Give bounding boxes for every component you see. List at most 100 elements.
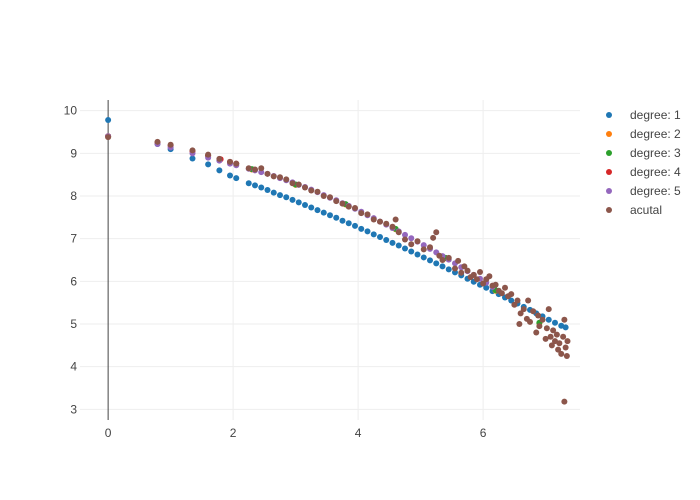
data-point	[562, 344, 569, 351]
data-point	[289, 180, 296, 187]
data-point	[445, 266, 452, 273]
data-point	[486, 273, 493, 280]
x-tick-label: 2	[230, 426, 237, 440]
data-point	[358, 225, 365, 232]
x-tick-label: 0	[105, 426, 112, 440]
data-point	[561, 398, 568, 405]
data-point	[252, 166, 258, 173]
data-point	[352, 204, 358, 211]
data-point	[452, 265, 458, 272]
data-point	[308, 204, 315, 211]
data-point	[436, 252, 443, 259]
data-point	[455, 257, 462, 264]
data-point	[561, 316, 568, 323]
data-point	[283, 194, 290, 201]
data-point	[514, 297, 521, 304]
legend-marker	[606, 112, 612, 118]
data-point	[264, 187, 271, 194]
y-tick-label: 6	[70, 274, 77, 288]
data-point	[289, 196, 296, 203]
x-tick-label: 4	[355, 426, 362, 440]
legend-label: acutal	[630, 203, 662, 217]
data-point	[517, 310, 524, 317]
legend-label: degree: 3	[630, 146, 681, 160]
legend-marker	[606, 169, 612, 175]
data-point	[408, 248, 415, 255]
y-tick-label: 7	[70, 232, 77, 246]
data-point	[320, 193, 327, 199]
legend-marker	[606, 150, 612, 156]
data-point	[433, 229, 440, 236]
data-point	[392, 216, 399, 223]
data-point	[370, 231, 377, 238]
data-point	[377, 218, 383, 225]
data-point	[433, 260, 440, 267]
data-point	[333, 214, 340, 221]
data-point	[502, 284, 508, 291]
legend-marker	[606, 207, 612, 213]
legend-marker	[606, 188, 612, 194]
data-point	[420, 242, 427, 249]
legend-item[interactable]: acutal	[606, 203, 662, 217]
data-point	[370, 216, 377, 223]
data-point	[327, 212, 333, 219]
legend-item[interactable]: degree: 4	[606, 165, 681, 179]
data-point	[560, 333, 567, 340]
data-point	[527, 318, 533, 325]
data-point	[539, 316, 546, 323]
data-point	[543, 325, 550, 332]
data-point	[339, 217, 346, 224]
data-point	[383, 220, 390, 227]
data-point	[105, 134, 112, 141]
data-point	[245, 180, 252, 187]
data-point	[264, 170, 271, 177]
data-point	[445, 254, 452, 261]
y-tick-label: 4	[70, 360, 77, 374]
data-point	[439, 263, 446, 270]
data-point	[227, 172, 233, 179]
legend-marker	[606, 131, 612, 137]
data-point	[562, 324, 569, 331]
data-point	[252, 182, 258, 189]
data-point	[533, 329, 540, 336]
data-point	[205, 151, 212, 158]
data-point	[314, 188, 321, 195]
data-point	[395, 242, 402, 249]
data-point	[525, 297, 532, 304]
data-point	[520, 306, 527, 313]
legend-item[interactable]: degree: 1	[606, 108, 681, 122]
data-point	[548, 342, 555, 349]
data-point	[530, 308, 537, 315]
legend-label: degree: 4	[630, 165, 681, 179]
legend-item[interactable]: degree: 2	[606, 127, 681, 141]
data-point	[189, 147, 196, 154]
data-point	[258, 165, 265, 172]
data-point	[492, 281, 499, 288]
data-point	[542, 335, 549, 342]
data-point	[464, 267, 471, 274]
data-point	[508, 291, 515, 298]
data-point	[498, 290, 505, 297]
data-point	[461, 263, 468, 270]
data-point	[458, 269, 465, 276]
data-point	[550, 327, 557, 334]
data-point	[167, 141, 174, 148]
data-point	[352, 222, 358, 229]
data-point	[216, 155, 223, 162]
legend-item[interactable]: degree: 5	[606, 184, 681, 198]
series-degree-1	[105, 117, 569, 331]
y-tick-label: 9	[70, 146, 77, 160]
data-point	[277, 192, 283, 199]
data-point	[508, 297, 515, 304]
data-point	[364, 228, 371, 235]
data-point	[339, 200, 346, 207]
data-point	[536, 323, 543, 330]
data-point	[302, 201, 308, 208]
legend[interactable]: degree: 1 degree: 2 degree: 3 degree: 4 degr…	[606, 108, 681, 217]
data-point	[480, 280, 487, 287]
data-point	[327, 194, 333, 201]
legend-item[interactable]: degree: 3	[606, 146, 681, 160]
data-point	[345, 220, 352, 227]
data-point	[270, 189, 277, 196]
